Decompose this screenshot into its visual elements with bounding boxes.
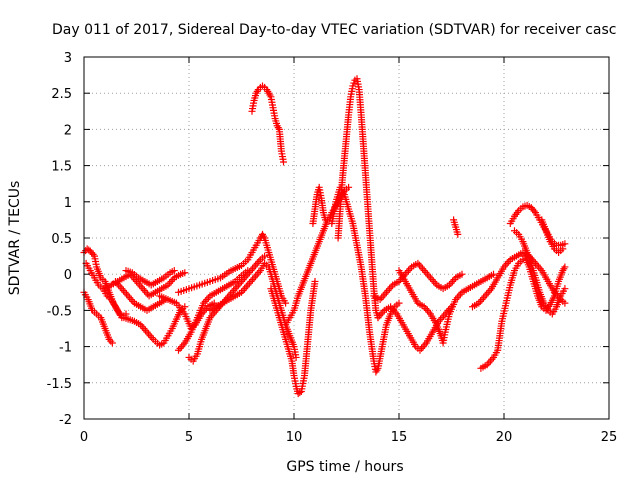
series-arc-21 (450, 216, 462, 238)
x-axis-label: GPS time / hours (286, 459, 403, 475)
series-arc-01 (80, 288, 116, 347)
x-tick-label: 20 (496, 430, 513, 445)
y-tick-label: 1.5 (51, 160, 72, 175)
data-point-plus (89, 250, 97, 258)
series-arc-16 (334, 75, 382, 322)
data-point-plus (458, 270, 466, 278)
plot-frame (83, 56, 610, 420)
x-tick-label: 10 (286, 430, 303, 445)
y-tick-label: 2.5 (51, 87, 72, 102)
series-arc-27 (538, 216, 567, 256)
label-layer: 0 5 10 15 20 25 -2 -1.5 -1 -0.5 0 0.5 1 1.5 2 2.5 3 (47, 51, 618, 445)
y-tick-label: -1 (59, 341, 72, 356)
data-point-plus (322, 216, 329, 224)
chart-title: Day 011 of 2017, Sidereal Day-to-day VTE… (52, 22, 616, 38)
data-point-plus (561, 240, 569, 248)
grid-layer (84, 57, 609, 419)
y-tick-label: 1 (64, 196, 72, 211)
series-arc-18 (370, 259, 466, 304)
series-arc-12 (248, 82, 287, 166)
data-point-plus (170, 267, 178, 275)
series-arc-26 (521, 252, 569, 314)
series-arc-20 (395, 267, 497, 347)
x-tick-label: 5 (185, 430, 193, 445)
data-point-plus (311, 277, 319, 285)
data-point-plus (292, 353, 300, 361)
y-tick-label: 3 (64, 51, 72, 66)
data-point-plus (530, 207, 538, 215)
series-arc-15 (309, 183, 329, 228)
data-point-plus (261, 252, 269, 260)
x-tick-label: 15 (391, 430, 408, 445)
series-layer (80, 75, 569, 398)
tick-layer (83, 56, 610, 420)
data-point-plus (561, 263, 569, 271)
y-tick-label: -0.5 (47, 304, 72, 319)
data-point-plus (181, 269, 189, 277)
y-tick-label: -1.5 (47, 377, 72, 392)
y-tick-label: 2 (64, 123, 72, 138)
series-arc-17 (328, 183, 403, 376)
y-tick-label: 0.5 (51, 232, 72, 247)
data-point-plus (454, 230, 462, 238)
x-tick-label: 25 (601, 430, 618, 445)
y-axis-label: SDTVAR / TECUs (7, 181, 23, 296)
data-point-plus (296, 389, 304, 397)
series-arc-06 (122, 267, 178, 289)
data-point-plus (345, 183, 353, 191)
data-point-plus (561, 285, 569, 293)
y-tick-label: -2 (59, 413, 72, 428)
data-point-plus (519, 256, 527, 264)
data-point-plus (490, 270, 497, 278)
data-point-plus (395, 299, 403, 307)
data-point-plus (559, 245, 567, 253)
data-point-plus (282, 299, 290, 307)
series-arc-10 (156, 292, 218, 332)
y-tick-label: 0 (64, 268, 72, 283)
series-arc-03 (82, 259, 189, 349)
data-point-plus (561, 299, 569, 307)
data-point-plus (280, 158, 287, 166)
series-arc-09 (185, 252, 269, 365)
series-arc-22 (477, 256, 527, 372)
x-tick-label: 0 (80, 430, 88, 445)
data-point-plus (108, 339, 116, 347)
